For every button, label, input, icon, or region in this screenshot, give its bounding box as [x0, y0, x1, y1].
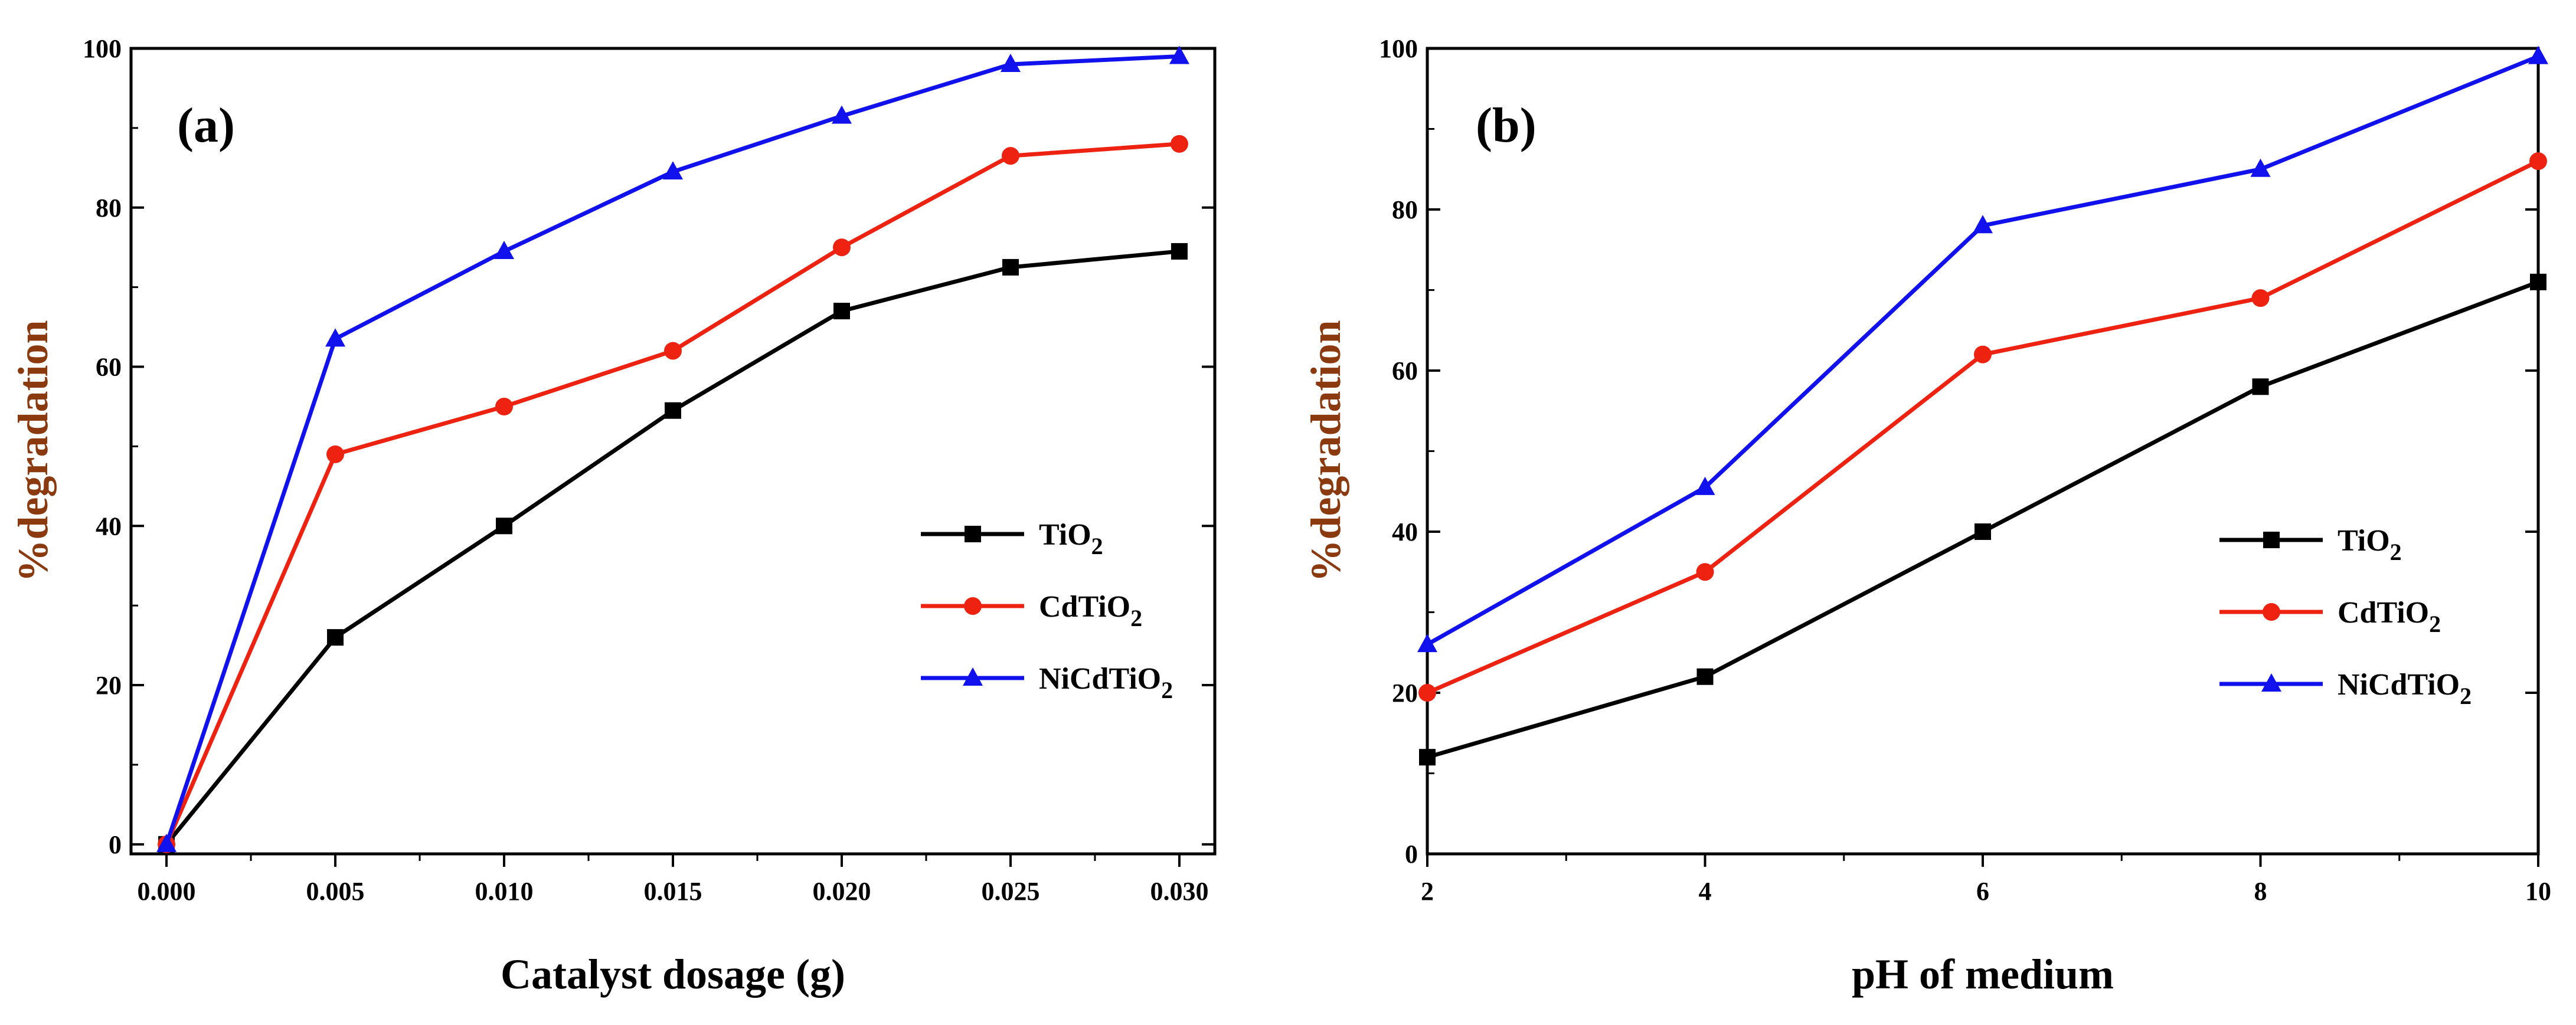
data-point-TiO2 — [1002, 258, 1019, 276]
y-tick-label: 0 — [109, 830, 122, 859]
y-tick-label: 40 — [1392, 518, 1418, 546]
data-point-NiCdTiO2 — [831, 105, 852, 124]
data-point-TiO2 — [665, 402, 681, 419]
data-point-CdTiO2 — [664, 342, 682, 360]
x-tick-label: 0.000 — [138, 877, 196, 906]
series-NiCdTiO2 — [156, 45, 1189, 852]
legend-marker-NiCdTiO2 — [2261, 673, 2281, 692]
y-tick-label: 40 — [96, 512, 122, 541]
x-tick-label: 0.030 — [1150, 877, 1208, 906]
legend-marker-TiO2 — [2263, 532, 2280, 548]
series-CdTiO2 — [158, 135, 1188, 853]
data-point-TiO2 — [1171, 243, 1188, 260]
data-point-NiCdTiO2 — [1000, 53, 1021, 72]
y-tick-label: 100 — [83, 34, 122, 63]
y-tick-label: 20 — [96, 671, 122, 700]
legend: TiO2 CdTiO2 NiCdTiO2 — [921, 518, 1173, 703]
data-point-CdTiO2 — [1001, 147, 1019, 165]
data-point-TiO2 — [1696, 668, 1714, 685]
x-tick-label: 0.015 — [644, 877, 702, 906]
x-tick-label: 0.020 — [812, 877, 871, 906]
data-point-TiO2 — [327, 629, 344, 646]
y-axis-label: %degradation — [9, 320, 57, 582]
x-axis-label: Catalyst dosage (g) — [501, 951, 845, 998]
data-point-CdTiO2 — [326, 445, 345, 463]
data-point-CdTiO2 — [2251, 289, 2270, 307]
data-point-TiO2 — [833, 303, 850, 320]
data-point-TiO2 — [1419, 749, 1436, 766]
panel-label: (b) — [1476, 98, 1537, 153]
data-point-CdTiO2 — [832, 238, 851, 257]
legend-label-CdTiO2: CdTiO2 — [2338, 596, 2441, 637]
panel-label: (a) — [177, 98, 235, 153]
x-tick-label: 8 — [2254, 877, 2267, 906]
data-point-CdTiO2 — [495, 397, 514, 415]
data-point-CdTiO2 — [2529, 152, 2547, 171]
data-point-NiCdTiO2 — [156, 833, 177, 852]
data-point-NiCdTiO2 — [663, 161, 683, 180]
data-point-NiCdTiO2 — [1695, 476, 1715, 495]
legend-marker-TiO2 — [965, 526, 981, 542]
data-point-NiCdTiO2 — [1973, 215, 1993, 234]
data-point-CdTiO2 — [1696, 563, 1714, 581]
series-NiCdTiO2 — [1417, 45, 2548, 653]
chart-panel-b: 0 20 40 60 80 100 2 4 6 8 10 pH of medium %degradati… — [1302, 34, 2551, 998]
y-tick-label: 100 — [1379, 34, 1418, 63]
data-point-NiCdTiO2 — [1417, 634, 1437, 653]
data-point-NiCdTiO2 — [1169, 45, 1189, 64]
x-tick-label: 0.005 — [306, 877, 365, 906]
legend-label-TiO2: TiO2 — [1039, 518, 1103, 559]
legend-label-CdTiO2: CdTiO2 — [1039, 590, 1142, 631]
y-axis-label: %degradation — [1302, 320, 1349, 582]
x-tick-label: 0.010 — [475, 877, 534, 906]
x-axis-label: pH of medium — [1852, 951, 2114, 998]
legend: TiO2 CdTiO2 NiCdTiO2 — [2219, 524, 2472, 709]
legend-label-NiCdTiO2: NiCdTiO2 — [2338, 668, 2472, 709]
data-point-NiCdTiO2 — [325, 328, 346, 347]
y-tick-label: 60 — [1392, 356, 1418, 385]
data-point-NiCdTiO2 — [494, 240, 515, 259]
data-point-TiO2 — [2252, 378, 2269, 395]
y-tick-label: 80 — [96, 194, 122, 222]
data-point-CdTiO2 — [1418, 684, 1436, 702]
legend-marker-NiCdTiO2 — [963, 667, 983, 686]
series-CdTiO2 — [1418, 152, 2547, 702]
legend-marker-CdTiO2 — [2263, 603, 2280, 621]
y-tick-label: 0 — [1405, 840, 1418, 869]
data-point-CdTiO2 — [1974, 345, 1992, 364]
chart-panel-a: 0 20 40 60 80 100 0.000 0.005 0.010 0.015 0.020 0.0… — [9, 34, 1217, 998]
series-line-CdTiO2 — [164, 142, 1180, 846]
legend-label-NiCdTiO2: NiCdTiO2 — [1039, 662, 1173, 703]
data-point-CdTiO2 — [1170, 135, 1188, 153]
y-tick-label: 80 — [1392, 195, 1418, 224]
x-tick-label: 2 — [1421, 877, 1434, 906]
series-TiO2 — [158, 243, 1188, 853]
y-tick-label: 20 — [1392, 679, 1418, 708]
y-tick-label: 60 — [96, 353, 122, 382]
legend-marker-CdTiO2 — [964, 597, 982, 615]
legend-label-TiO2: TiO2 — [2338, 524, 2402, 565]
x-tick-label: 10 — [2525, 877, 2551, 906]
data-point-NiCdTiO2 — [2528, 45, 2548, 64]
x-tick-label: 6 — [1976, 877, 1989, 906]
data-point-NiCdTiO2 — [2250, 158, 2271, 177]
x-tick-label: 4 — [1699, 877, 1712, 906]
series-TiO2 — [1419, 273, 2546, 766]
plot-frame — [1426, 47, 2540, 856]
data-point-TiO2 — [2530, 273, 2546, 290]
data-point-TiO2 — [1975, 523, 1991, 540]
series-line-TiO2 — [165, 249, 1180, 846]
x-tick-label: 0.025 — [981, 877, 1039, 906]
data-point-TiO2 — [496, 518, 513, 535]
